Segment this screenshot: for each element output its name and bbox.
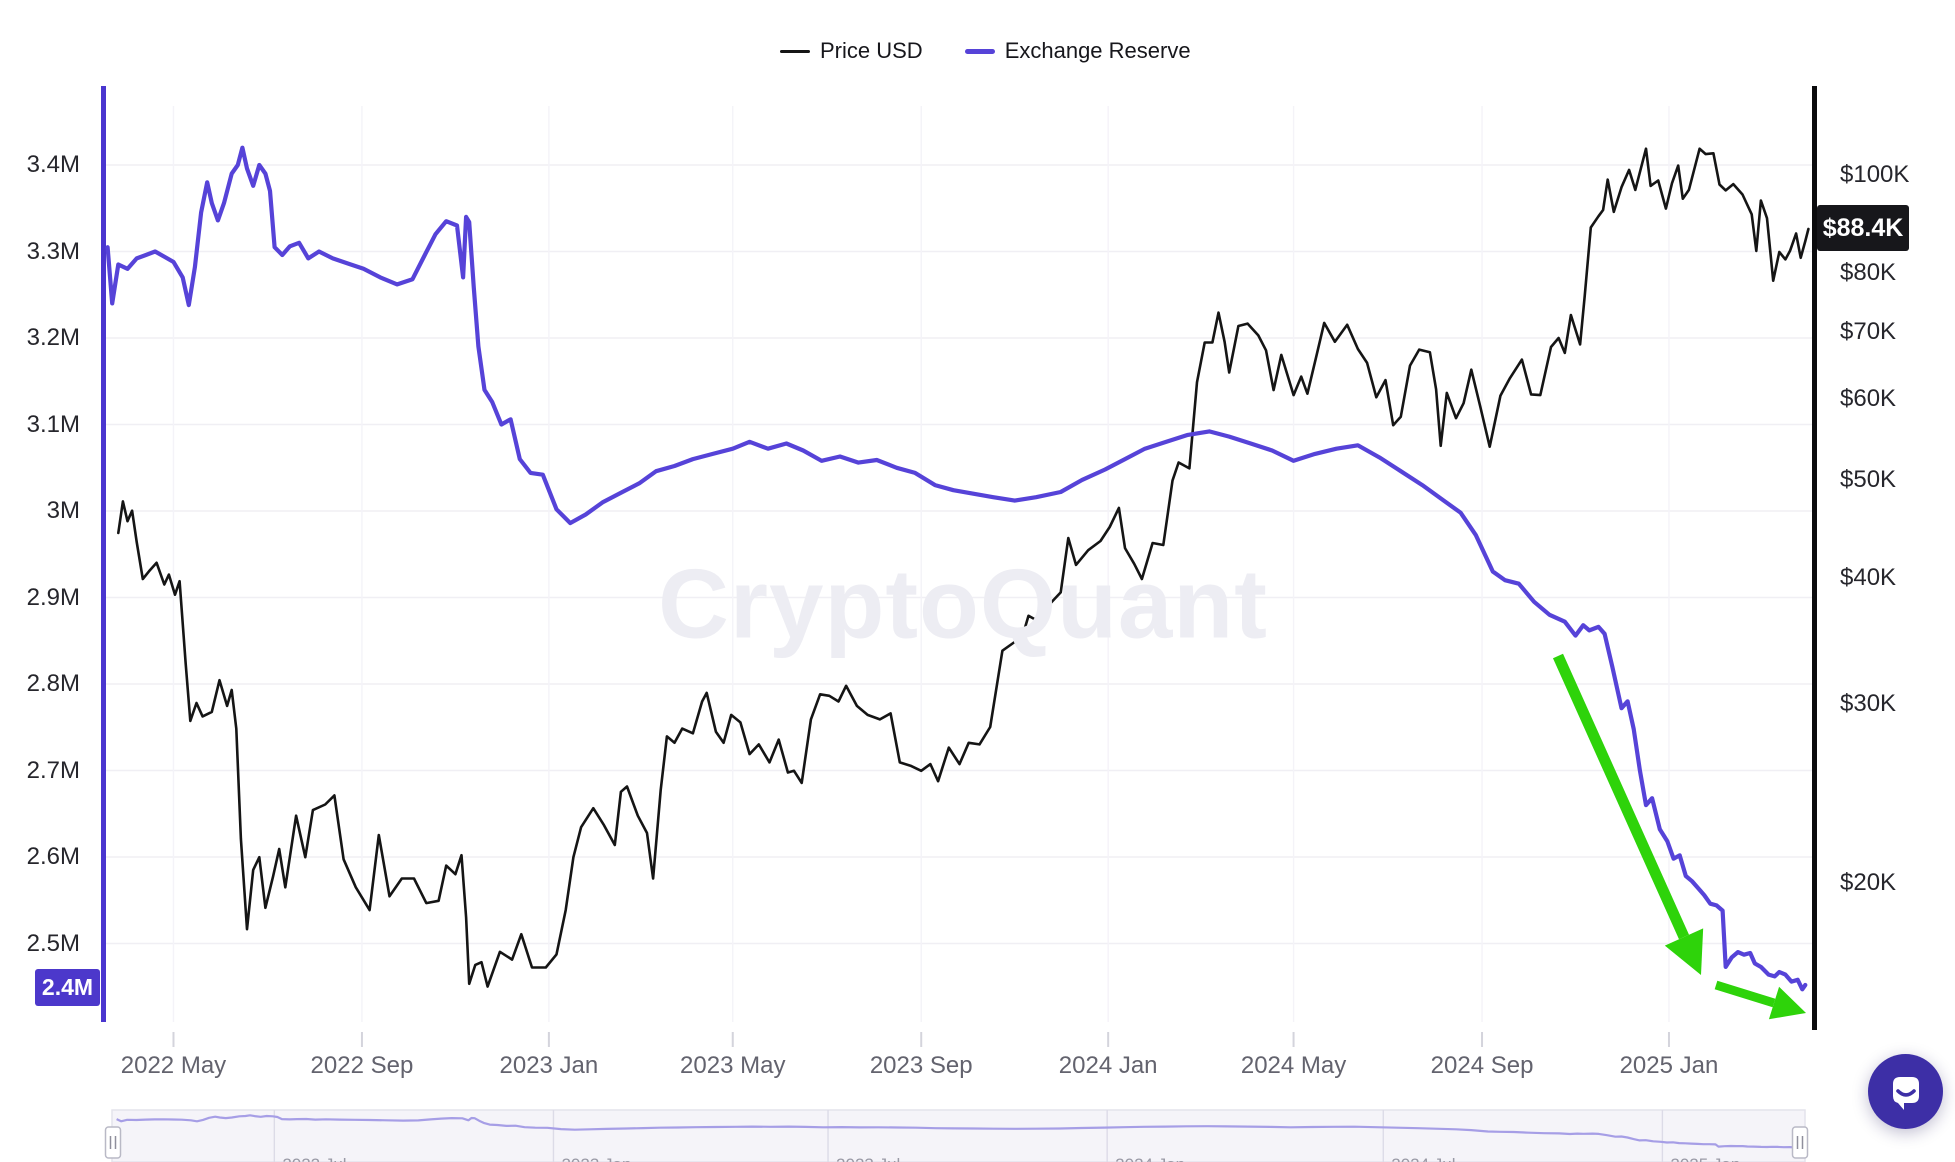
left-axis-tick-label: 3M (46, 497, 80, 524)
left-axis-tick-label: 3.3M (26, 237, 80, 265)
navigator-right-handle[interactable] (1791, 1126, 1809, 1159)
chat-launcher-button[interactable] (1868, 1054, 1943, 1129)
range-navigator[interactable] (104, 1109, 1809, 1162)
x-axis-tick-marks (172, 1032, 1670, 1047)
left-axis-line (101, 86, 106, 1022)
horizontal-gridlines (103, 164, 1813, 945)
exchange-reserve-line-swatch-icon (964, 48, 995, 54)
reserve-continuation-arrow-shaft (1714, 980, 1776, 1008)
left-axis-tick-label: 2.8M (26, 670, 80, 697)
reserve-decline-arrow-head (1664, 928, 1704, 975)
left-axis-tick-label: 2.5M (26, 929, 80, 957)
left-axis-tick-label: 3.2M (26, 324, 80, 351)
right-axis-tick-label: $70K (1840, 317, 1897, 345)
left-axis-tick-label: 2.7M (26, 756, 80, 784)
drag-handle-icon[interactable] (1791, 1126, 1809, 1159)
navigator-tick-label: 2022 Jul (282, 1155, 346, 1162)
x-axis-tick-label: 2023 Jan (499, 1052, 599, 1079)
reserve-decline-arrow-shaft (1552, 653, 1690, 940)
x-axis-tick-label: 2024 Jan (1058, 1052, 1158, 1079)
navigator-track[interactable] (111, 1109, 1806, 1162)
x-axis-tick-label: 2022 May (120, 1052, 227, 1079)
x-axis-tick-label: 2022 Sep (310, 1052, 414, 1079)
right-axis-tick-label: $30K (1840, 690, 1897, 718)
exchange-reserve-line (105, 145, 1808, 992)
legend-item-exchange-reserve[interactable]: Exchange Reserve (964, 38, 1191, 64)
legend-item-price-usd[interactable]: Price USD (780, 38, 923, 64)
left-axis-tick-label: 3.4M (26, 151, 80, 178)
chart-legend: Price USD Exchange Reserve (780, 38, 1191, 64)
right-axis-tick-label: $80K (1840, 258, 1897, 286)
price-current-value-badge: $88.4K (1817, 205, 1909, 251)
chat-bubble-icon (1892, 1076, 1919, 1110)
x-axis-tick-label: 2023 May (680, 1052, 786, 1079)
navigator-tick-label: 2024 Jul (1391, 1155, 1455, 1162)
navigator-tick-label: 2024 Jan (1115, 1155, 1185, 1162)
navigator-mini-line (116, 1114, 1798, 1149)
right-axis-tick-label: $20K (1840, 868, 1897, 896)
navigator-tick-label: 2023 Jan (561, 1155, 631, 1162)
reserve-continuation-arrow-head (1768, 986, 1806, 1020)
vertical-gridlines (172, 106, 1670, 1022)
right-axis-tick-label: $40K (1840, 563, 1897, 591)
x-axis-tick-label: 2024 Sep (1430, 1052, 1534, 1079)
navigator-tick-label: 2025 Jan (1670, 1155, 1740, 1162)
legend-label-exchange-reserve: Exchange Reserve (1004, 38, 1191, 63)
left-axis-tick-label: 2.6M (26, 843, 80, 870)
right-axis-tick-label: $60K (1840, 385, 1897, 413)
right-axis-tick-label: $50K (1840, 465, 1897, 493)
legend-label-price-usd: Price USD (820, 38, 923, 63)
green-decline-arrows (1552, 653, 1806, 1020)
left-axis-tick-label: 2.9M (26, 583, 80, 611)
reserve-current-value-badge: 2.4M (35, 969, 100, 1006)
right-axis-line (1812, 86, 1817, 1030)
right-axis-tick-label: $100K (1840, 160, 1910, 188)
navigator-tick-label: 2023 Jul (836, 1155, 900, 1162)
x-axis-tick-label: 2025 Jan (1619, 1052, 1719, 1079)
price-usd-line-swatch-icon (780, 49, 810, 53)
x-axis-tick-label: 2024 May (1240, 1052, 1347, 1079)
navigator-left-handle[interactable] (104, 1126, 122, 1159)
drag-handle-icon[interactable] (104, 1126, 122, 1159)
left-axis-tick-label: 3.1M (26, 410, 80, 438)
price-usd-line (117, 147, 1810, 988)
x-axis-tick-label: 2023 Sep (869, 1052, 973, 1079)
